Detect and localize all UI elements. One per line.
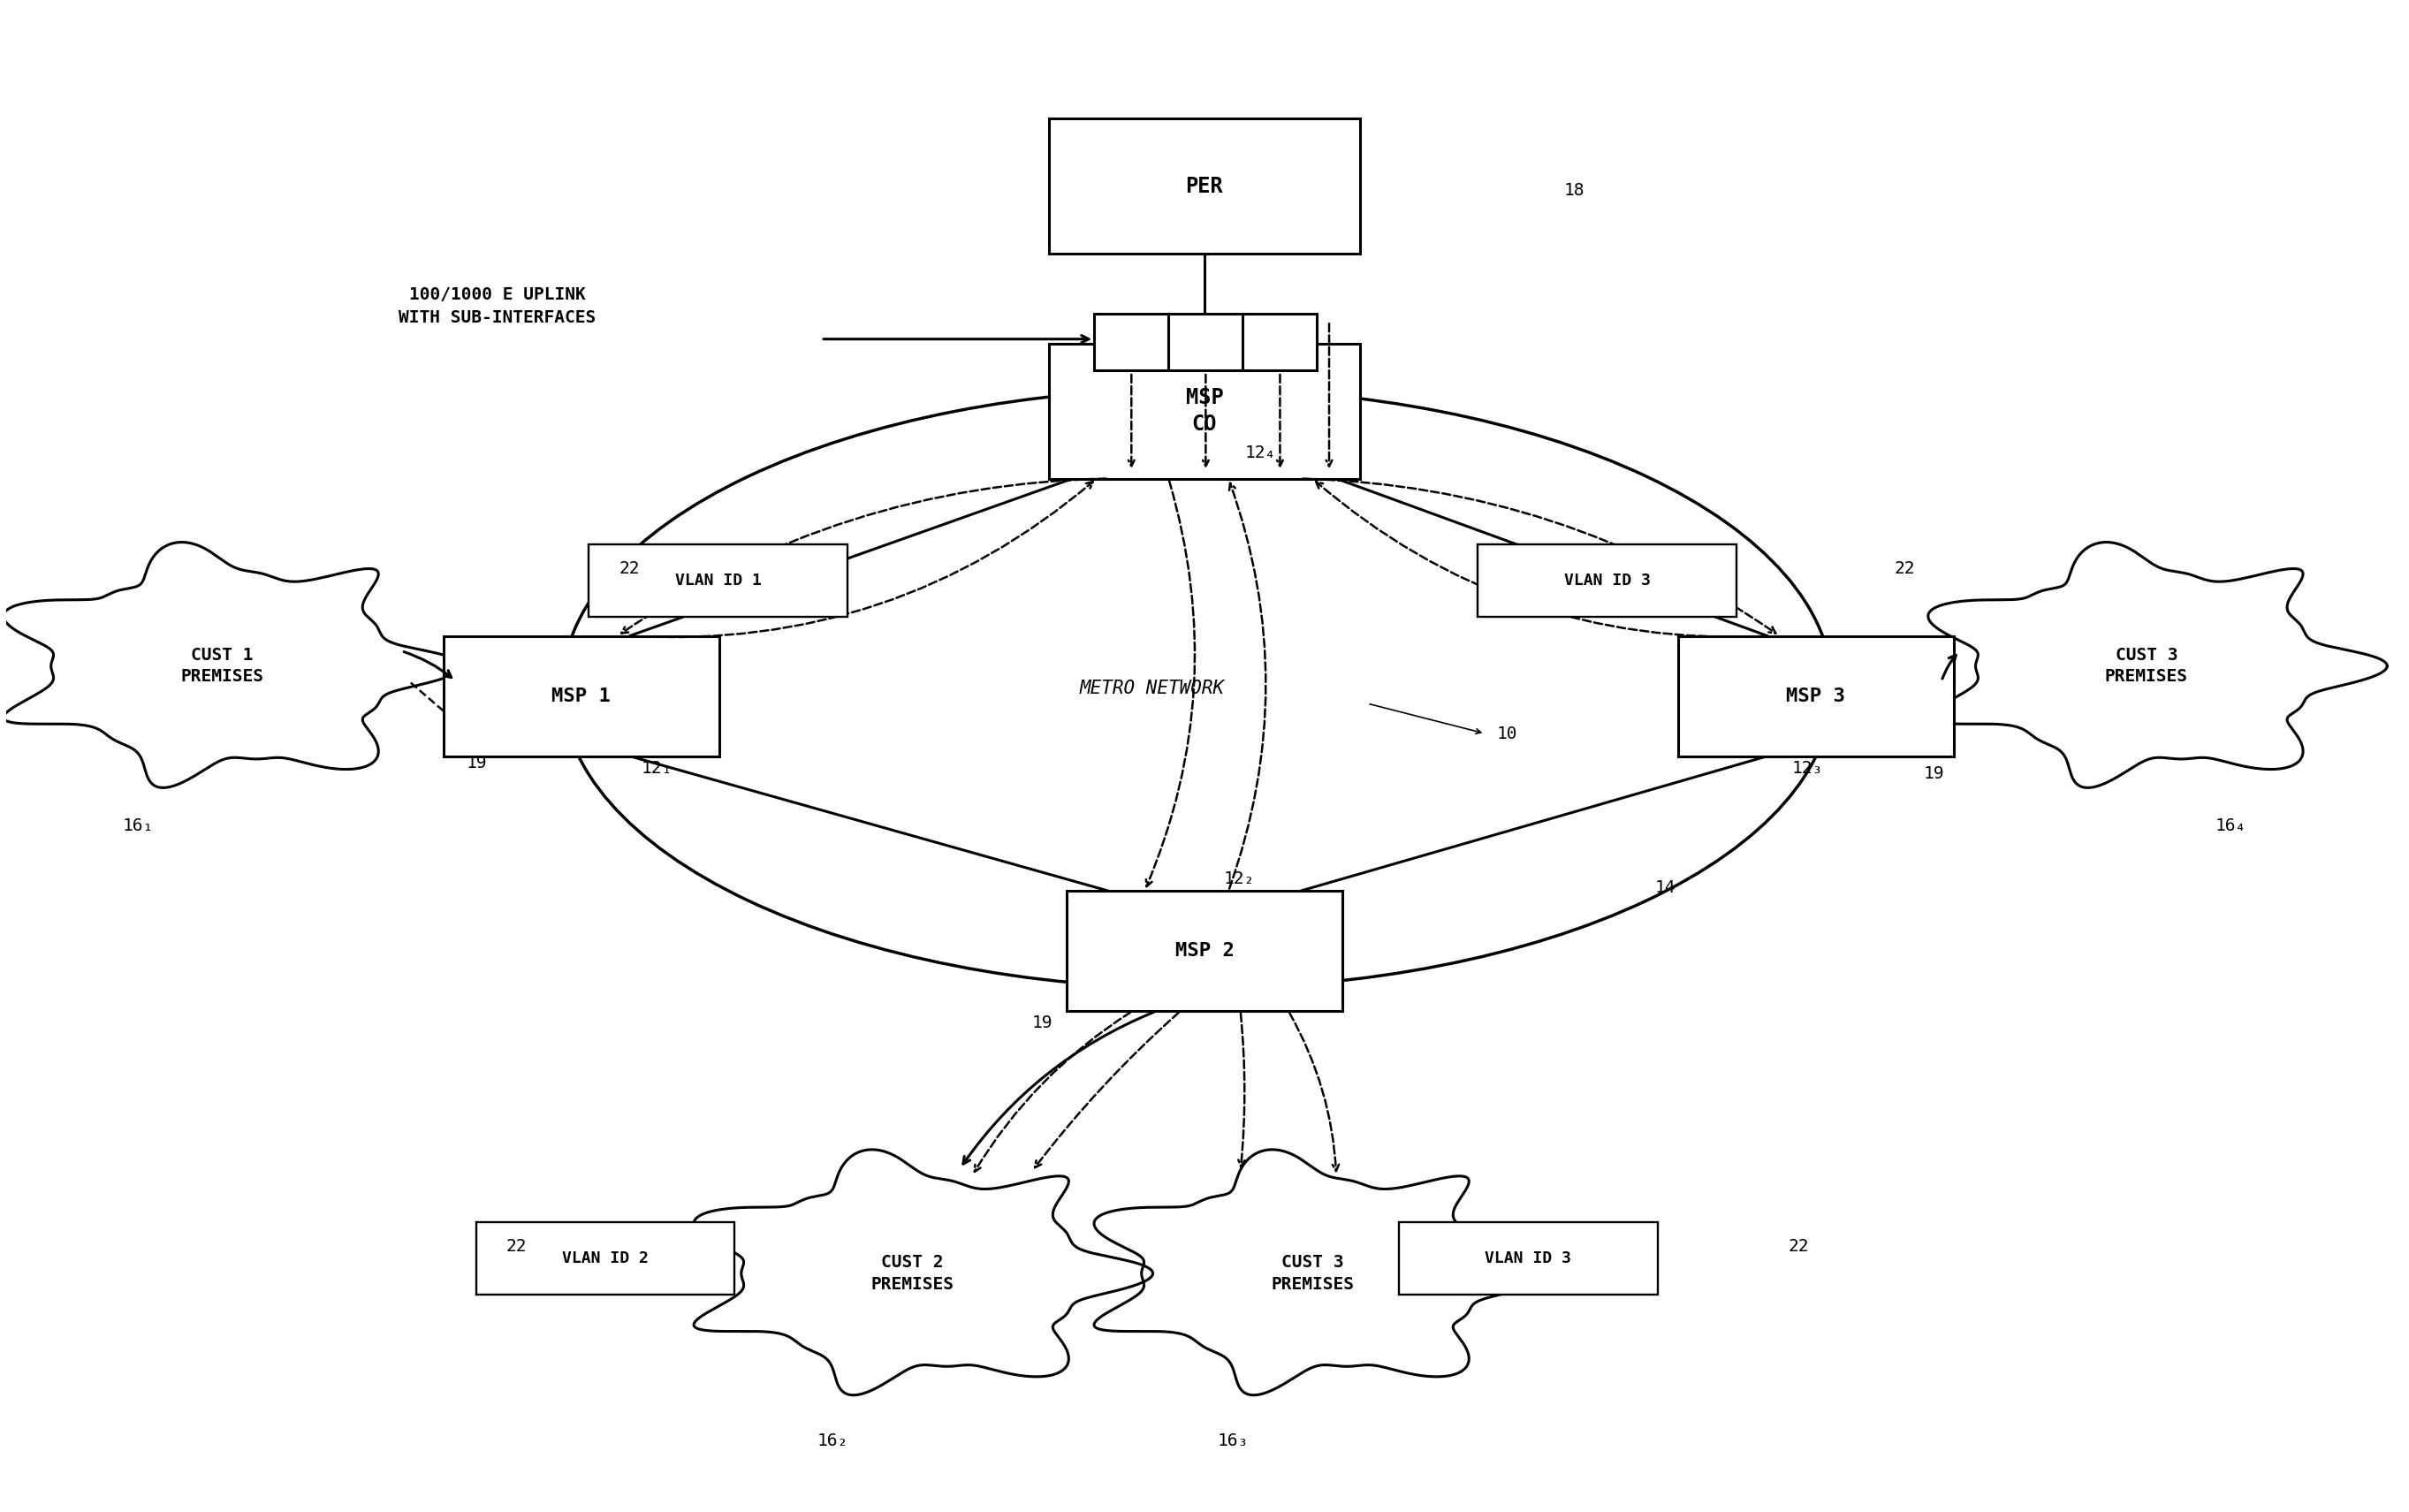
Text: 19: 19 [467,754,487,773]
Text: CUST 3
PREMISES: CUST 3 PREMISES [1272,1255,1354,1293]
Text: 22: 22 [506,1238,528,1255]
FancyBboxPatch shape [477,1222,735,1294]
FancyBboxPatch shape [1094,313,1168,370]
Text: 19: 19 [1922,765,1944,782]
Text: 19: 19 [1031,1015,1053,1031]
Text: CUST 2
PREMISES: CUST 2 PREMISES [870,1255,954,1293]
Text: METRO NETWORK: METRO NETWORK [1079,680,1224,697]
Text: 10: 10 [1496,726,1518,742]
Text: PER: PER [1185,175,1224,197]
Text: 12₁: 12₁ [641,759,672,776]
FancyBboxPatch shape [1168,313,1243,370]
Text: 12₄: 12₄ [1245,445,1277,461]
Text: 100/1000 E UPLINK
WITH SUB-INTERFACES: 100/1000 E UPLINK WITH SUB-INTERFACES [400,286,595,327]
FancyBboxPatch shape [1048,343,1361,479]
Text: CUST 1
PREMISES: CUST 1 PREMISES [181,647,263,685]
Text: MSP 2: MSP 2 [1176,942,1233,960]
FancyBboxPatch shape [443,637,720,756]
Text: 14: 14 [1655,880,1677,897]
Text: 16₄: 16₄ [2214,816,2245,835]
Text: 16₂: 16₂ [817,1432,848,1448]
FancyBboxPatch shape [1677,637,1954,756]
Text: VLAN ID 3: VLAN ID 3 [1563,573,1650,588]
Text: 22: 22 [1787,1238,1809,1255]
Text: 16₁: 16₁ [123,816,154,835]
FancyBboxPatch shape [1477,544,1737,617]
Text: 18: 18 [1563,183,1585,200]
FancyBboxPatch shape [588,544,848,617]
Text: VLAN ID 3: VLAN ID 3 [1484,1250,1571,1267]
Text: MSP 1: MSP 1 [552,686,612,705]
FancyBboxPatch shape [1048,118,1361,254]
Text: 12₃: 12₃ [1792,759,1824,776]
Text: 22: 22 [1893,559,1915,578]
Text: 12₂: 12₂ [1224,871,1255,888]
Text: MSP
CO: MSP CO [1185,387,1224,435]
Text: VLAN ID 1: VLAN ID 1 [675,573,761,588]
Text: CUST 3
PREMISES: CUST 3 PREMISES [2105,647,2187,685]
Text: VLAN ID 2: VLAN ID 2 [561,1250,648,1267]
FancyBboxPatch shape [1067,891,1342,1012]
FancyBboxPatch shape [1243,313,1318,370]
Text: 16₃: 16₃ [1217,1432,1248,1448]
Text: MSP 3: MSP 3 [1785,686,1845,705]
FancyBboxPatch shape [1400,1222,1657,1294]
Text: 22: 22 [619,559,641,578]
